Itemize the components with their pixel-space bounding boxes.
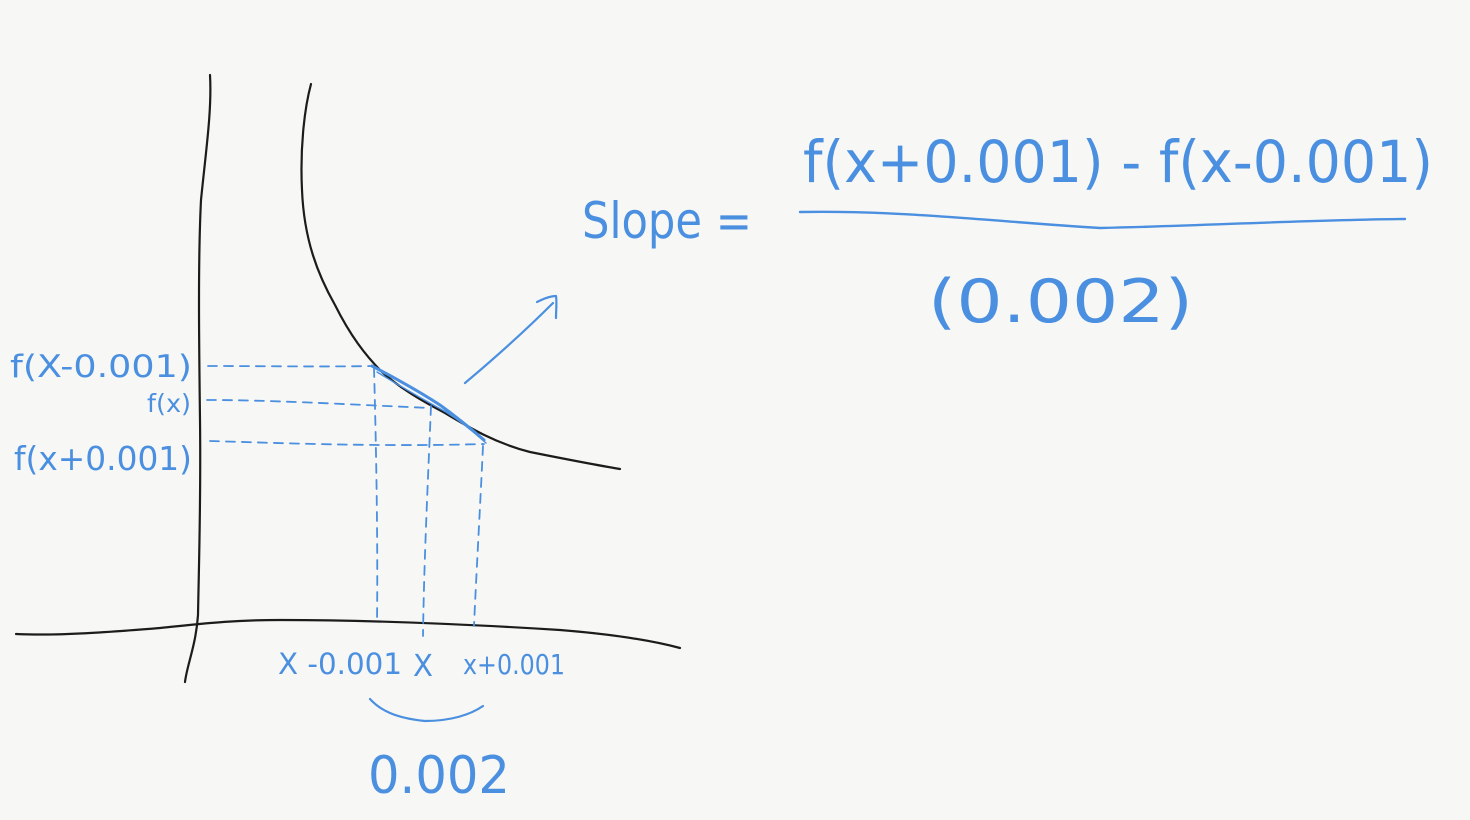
fraction-bar	[798, 210, 1407, 230]
label-x: X	[413, 649, 433, 684]
secant-outline	[376, 371, 487, 444]
guide-x	[422, 405, 432, 637]
secant-line	[370, 364, 486, 442]
guide-x-plus	[473, 445, 484, 627]
slope-lhs: Slope =	[582, 192, 752, 250]
label-x-minus: X -0.001	[278, 647, 402, 681]
slope-numerator: f(x+0.001) - f(x-0.001)	[803, 128, 1433, 196]
guide-f-x	[206, 399, 431, 409]
guide-f-plus	[209, 440, 485, 446]
slope-arrow	[463, 301, 555, 385]
guide-x-minus	[373, 367, 379, 623]
x-axis	[14, 618, 682, 650]
function-curve	[300, 82, 622, 471]
interval-width-label: 0.002	[368, 746, 510, 806]
slope-denominator: (0.002)	[928, 267, 1193, 337]
interval-brace	[368, 697, 485, 723]
y-axis	[183, 73, 212, 684]
label-f-x: f(x)	[147, 389, 191, 418]
label-f-x-minus: f(X-0.001)	[10, 349, 192, 385]
slope-arrow-head	[535, 294, 558, 320]
label-x-plus: x+0.001	[463, 648, 565, 681]
label-f-x-plus: f(x+0.001)	[14, 439, 192, 478]
